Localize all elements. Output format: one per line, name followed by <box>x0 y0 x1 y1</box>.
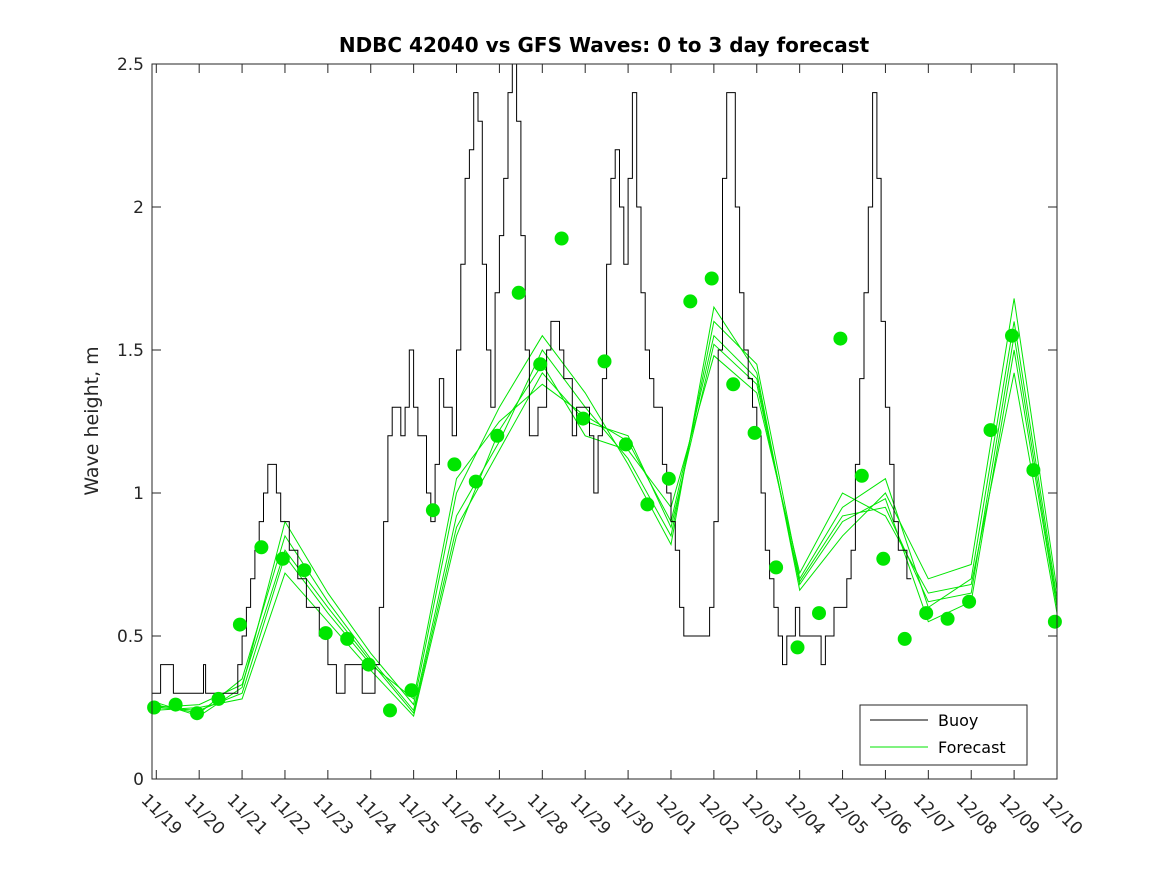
legend-buoy-label: Buoy <box>938 711 978 730</box>
y-axis-label: Wave height, m <box>81 346 103 495</box>
forecast-marker <box>661 471 676 486</box>
forecast-marker <box>812 606 826 621</box>
y-tick-label: 2.5 <box>117 55 144 75</box>
forecast-marker <box>511 285 526 300</box>
forecast-marker <box>533 357 548 372</box>
forecast-marker <box>468 474 483 489</box>
data-layer <box>147 63 1062 721</box>
forecast-marker <box>618 437 633 452</box>
forecast-marker <box>425 503 440 518</box>
forecast-marker <box>554 231 569 246</box>
forecast-marker <box>962 594 977 609</box>
forecast-marker <box>1026 463 1041 478</box>
forecast-marker <box>876 551 891 566</box>
plot-area <box>152 64 1057 779</box>
forecast-marker <box>640 497 655 512</box>
y-tick-label: 2 <box>133 198 144 218</box>
y-tick-label: 1.5 <box>117 341 144 361</box>
forecast-marker <box>490 428 505 443</box>
forecast-marker <box>211 691 226 706</box>
plot-frame <box>151 63 1058 780</box>
forecast-marker <box>254 540 269 555</box>
forecast-marker <box>833 331 848 346</box>
legend-box <box>859 704 1028 766</box>
forecast-marker <box>919 606 934 621</box>
forecast-marker <box>726 377 741 392</box>
forecast-marker <box>1047 614 1062 629</box>
forecast-marker <box>769 560 784 575</box>
forecast-marker <box>318 626 333 641</box>
forecast-marker <box>447 457 462 472</box>
forecast-marker <box>940 611 955 626</box>
forecast-marker <box>983 423 998 438</box>
chart-title: NDBC 42040 vs GFS Waves: 0 to 3 day fore… <box>339 33 870 57</box>
forecast-marker <box>576 411 591 426</box>
forecast-marker <box>190 706 204 721</box>
forecast-marker <box>790 640 805 655</box>
forecast-marker <box>340 631 355 646</box>
forecast-marker <box>747 425 762 440</box>
forecast-marker <box>232 617 247 632</box>
forecast-marker <box>683 294 698 309</box>
y-tick-label: 0 <box>133 770 144 790</box>
forecast-marker <box>297 563 312 578</box>
y-tick-label: 1 <box>133 484 144 504</box>
forecast-marker <box>361 657 376 672</box>
forecast-marker <box>168 697 183 712</box>
forecast-marker <box>597 354 612 369</box>
forecast-marker <box>704 271 719 286</box>
forecast-marker <box>404 683 419 698</box>
forecast-marker <box>1005 328 1019 343</box>
forecast-marker <box>854 468 869 483</box>
buoy-line <box>152 63 912 694</box>
forecast-marker <box>897 631 912 646</box>
legend: Buoy Forecast <box>859 704 1028 766</box>
forecast-marker <box>147 700 162 715</box>
legend-forecast-label: Forecast <box>938 738 1006 757</box>
forecast-marker <box>383 703 397 718</box>
forecast-marker <box>275 551 290 566</box>
y-tick-label: 0.5 <box>117 627 144 647</box>
